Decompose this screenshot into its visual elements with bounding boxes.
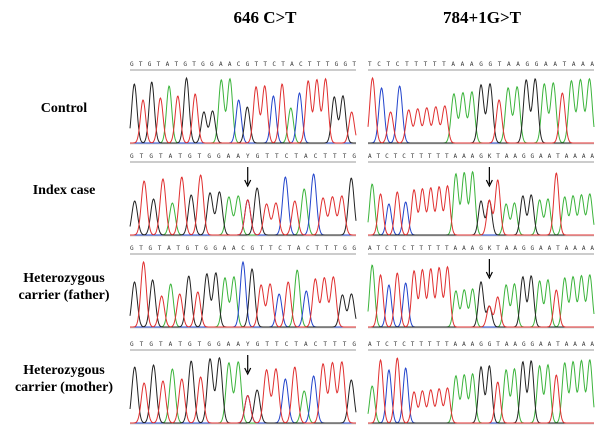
trace	[129, 356, 357, 424]
trace	[368, 78, 594, 144]
trace	[368, 172, 594, 236]
trace	[129, 177, 357, 236]
sequence: ATCTCTTTTTAAAGKTAAGGAATAAAA	[368, 245, 594, 252]
row-label: Heterozygous carrier (father)	[18, 271, 110, 303]
sequence: GTGTATGTGGAAYGTTCTACTTTG	[130, 153, 356, 160]
sequence: GTGTATGTGGAACGTTCTACTTTGGT	[130, 61, 356, 68]
trace	[367, 76, 594, 144]
trace	[130, 174, 356, 236]
row-label: Control	[40, 101, 88, 116]
trace	[130, 361, 356, 424]
sequence: GTGTATGTGGAACGTTCTACTTTGG	[130, 245, 356, 252]
sequence: ATCTCTTTTTAAAGKTAAGGAATAAAA	[368, 153, 594, 160]
trace	[130, 260, 356, 328]
trace	[130, 260, 356, 328]
sequence: TCTCTTTTTAAAGGTAAGGAATAAA	[368, 61, 594, 68]
trace	[368, 265, 594, 328]
sequence: GTGTATGTGGAAYGTTCTACTTTG	[130, 341, 356, 348]
arrow-head	[485, 271, 493, 280]
trace	[130, 269, 356, 328]
trace	[129, 267, 357, 328]
column-title: 646 C>T	[233, 8, 297, 27]
row-label: Heterozygous carrier (mother)	[14, 363, 114, 395]
arrow-head	[485, 179, 493, 188]
row-label: Index case	[32, 183, 96, 198]
arrow-head	[244, 367, 252, 376]
trace	[368, 357, 594, 424]
arrow-head	[244, 179, 252, 188]
column-title: 784+1G>T	[443, 8, 521, 27]
sequence: ATCTCTTTTTAAAGGTAAGGAATAAAA	[368, 341, 594, 348]
trace	[130, 77, 357, 144]
trace	[129, 76, 356, 144]
trace	[368, 85, 594, 144]
